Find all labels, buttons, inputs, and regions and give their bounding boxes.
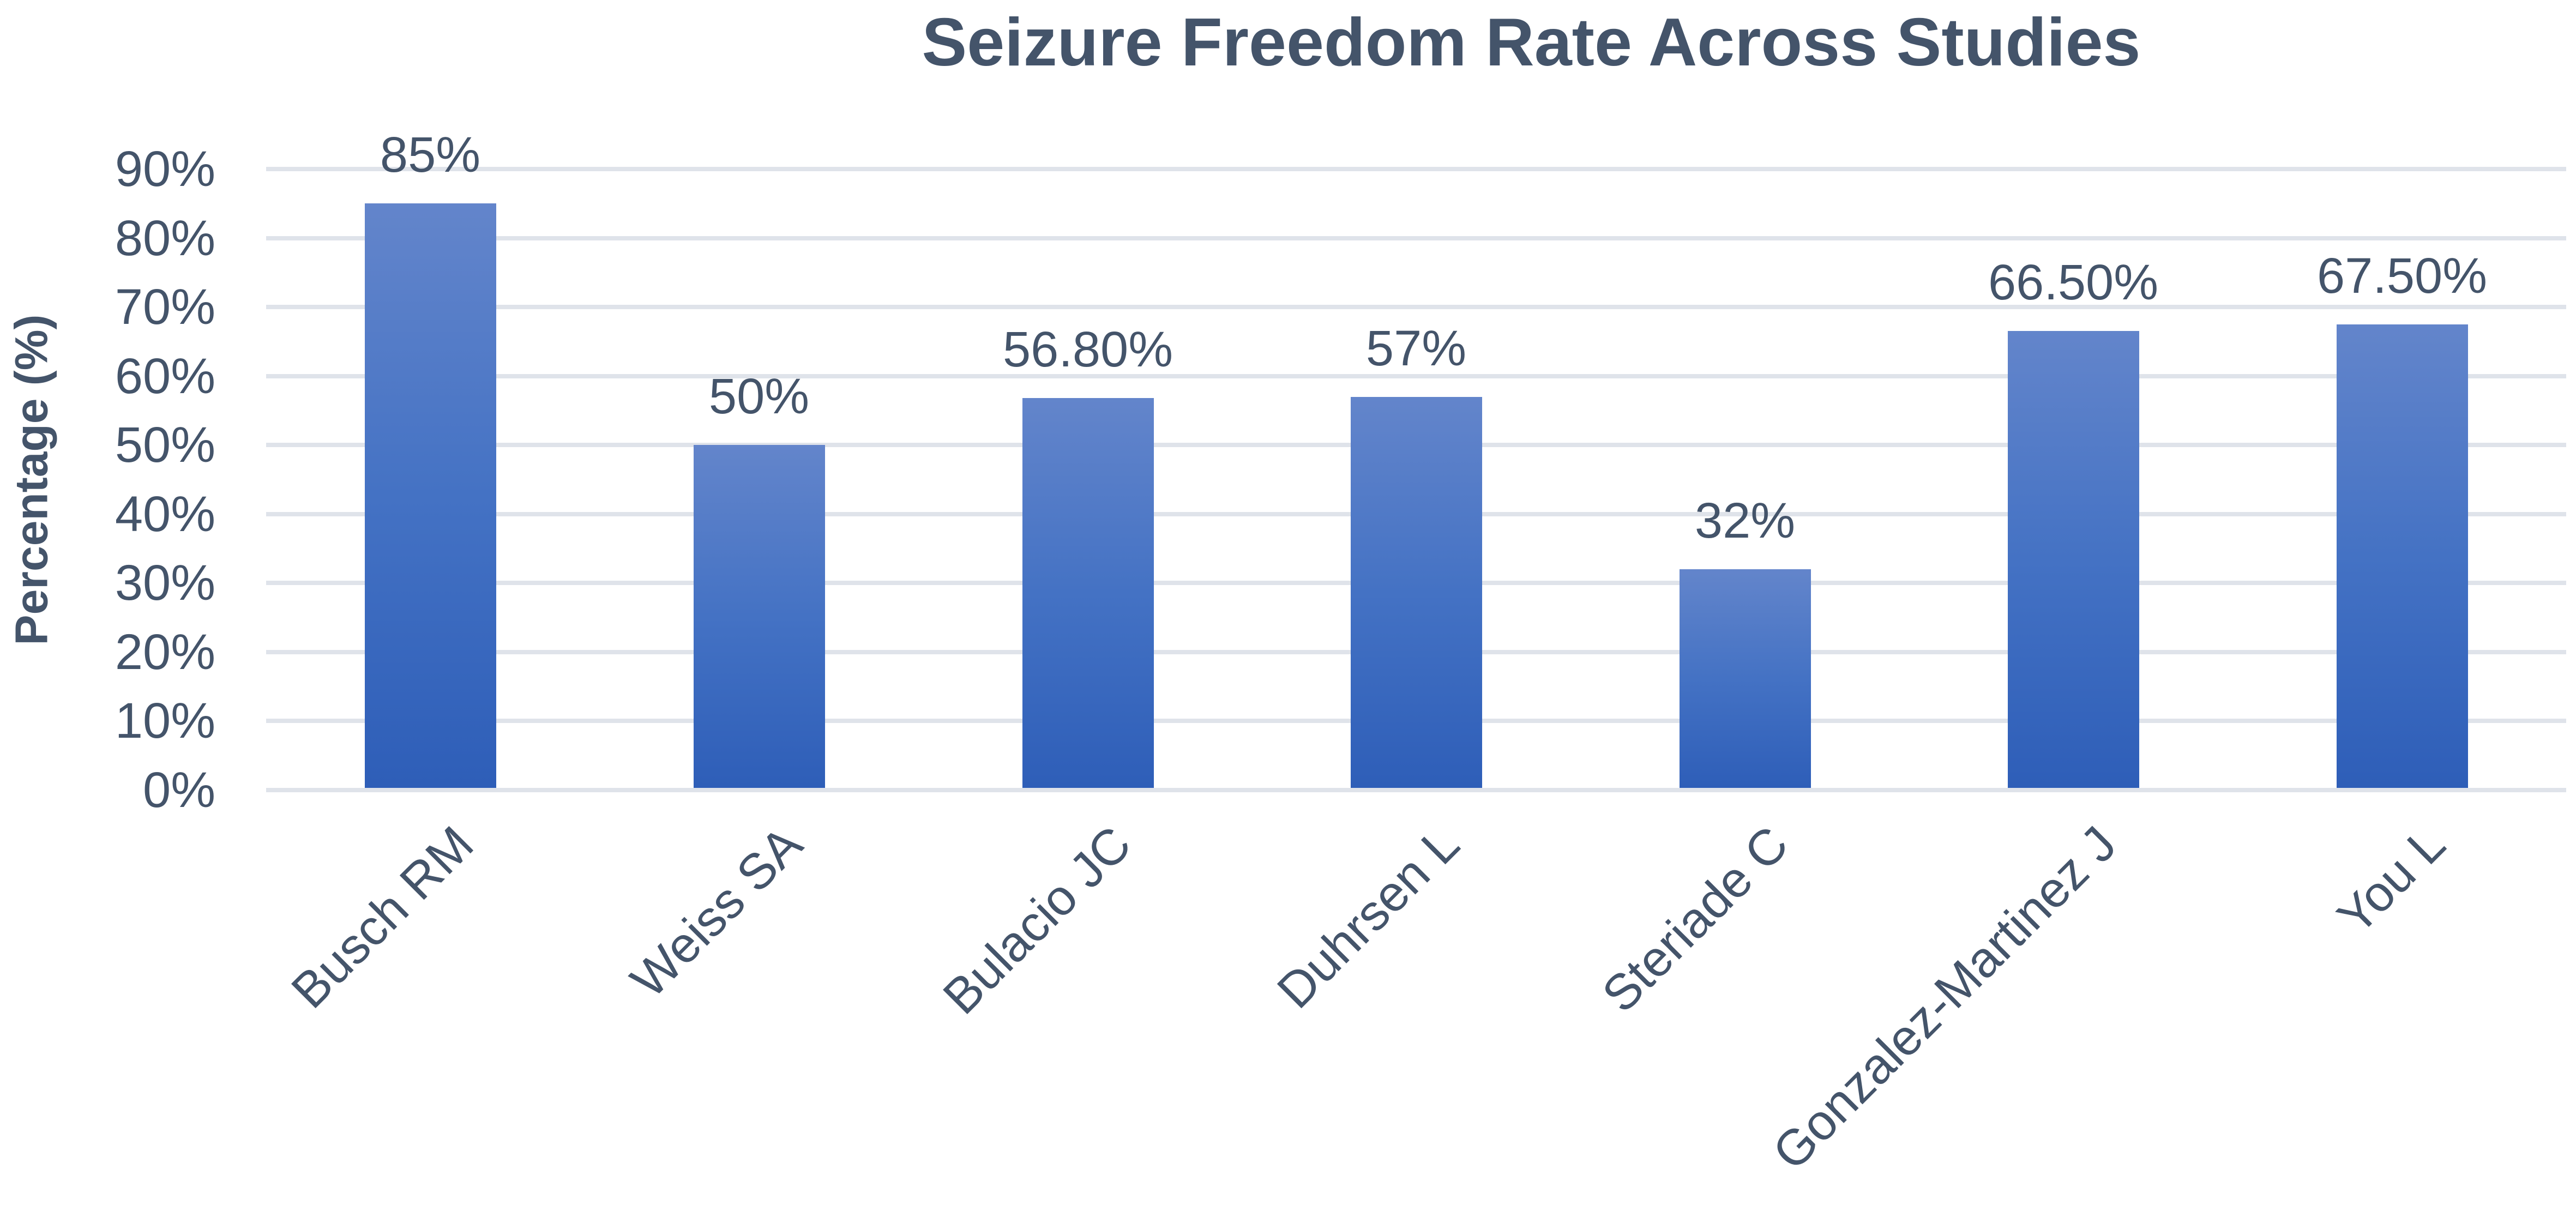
y-tick-label: 60%: [115, 348, 215, 404]
y-tick-label: 0%: [143, 762, 215, 818]
gridline: [266, 167, 2566, 171]
gridline: [266, 305, 2566, 310]
bar-bulacio-jc: [1022, 398, 1154, 788]
bar-you-l: [2336, 324, 2468, 788]
chart-title: Seizure Freedom Rate Across Studies: [922, 5, 2141, 80]
y-tick-label: 70%: [115, 279, 215, 335]
data-label: 66.50%: [1988, 255, 2159, 311]
y-tick-label: 10%: [115, 693, 215, 749]
y-tick-label: 80%: [115, 210, 215, 266]
bar-busch-rm: [364, 203, 496, 788]
y-tick-label: 30%: [115, 555, 215, 611]
data-label: 85%: [380, 127, 481, 183]
y-tick-label: 20%: [115, 624, 215, 680]
data-label: 57%: [1365, 320, 1467, 376]
plot-area: 85% 50% 56.80% 57% 32% 66.50% 67.50%: [266, 0, 2566, 1223]
bar-gonzalez-martinez-j: [2007, 331, 2139, 788]
y-tick-label: 90%: [115, 141, 215, 197]
data-label: 32%: [1694, 493, 1796, 549]
bar-steriade-c: [1679, 569, 1811, 788]
bar-weiss-sa: [693, 445, 825, 788]
gridline: [266, 236, 2566, 240]
bar-duhrsen-l: [1350, 396, 1482, 788]
gridline: [266, 788, 2566, 792]
data-label: 50%: [708, 369, 810, 425]
data-label: 67.50%: [2316, 248, 2488, 304]
y-tick-label: 40%: [115, 486, 215, 542]
y-tick-label: 50%: [115, 417, 215, 473]
gridline: [266, 373, 2566, 378]
data-label: 56.80%: [1002, 322, 1173, 378]
